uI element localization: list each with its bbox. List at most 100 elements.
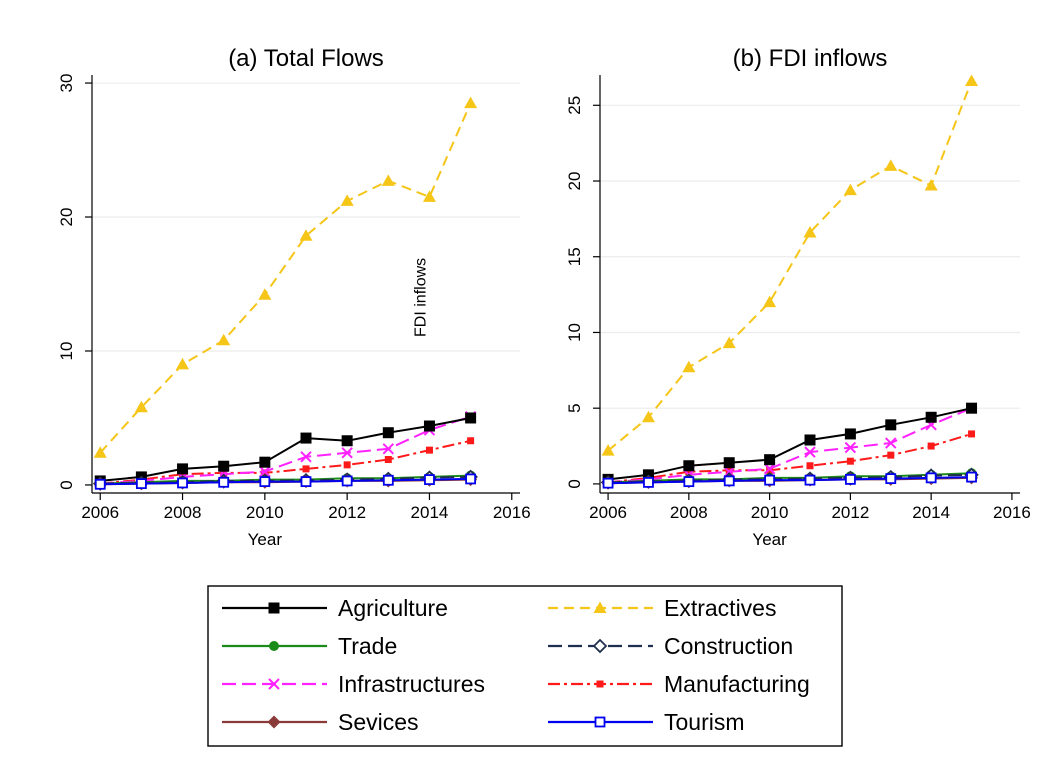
series-line-tourism [608, 476, 972, 485]
data-point-infrastructures [885, 437, 897, 449]
legend-label-sevices: Sevices [338, 709, 419, 735]
data-point-tourism [218, 476, 230, 488]
data-point-extractives [803, 226, 817, 238]
data-point-tourism [300, 476, 312, 488]
chart-panel-1: 0 10 20 30 2006 2008 2010 2012 2014 2016 (a) Total… [57, 45, 531, 549]
x-tick-label: 2008 [670, 503, 708, 522]
legend-label-agriculture: Agriculture [338, 595, 448, 621]
legend-marker-construction [592, 638, 608, 654]
x-axis-label: Year [752, 530, 787, 549]
x-tick-label: 2012 [328, 503, 366, 522]
x-tick-label: 2012 [831, 503, 869, 522]
data-point-tourism [135, 478, 147, 490]
chart-title: (b) FDI inflows [733, 45, 888, 72]
x-axis-label: Year [248, 530, 283, 549]
data-point-manufacturing [425, 446, 433, 454]
y-tick-label: 10 [565, 323, 584, 342]
series-line-infrastructures [608, 407, 972, 484]
data-point-manufacturing [846, 457, 854, 465]
data-point-agriculture [764, 454, 776, 466]
data-point-manufacturing [384, 456, 392, 464]
legend-marker-agriculture [268, 602, 280, 614]
x-tick-label: 2006 [589, 503, 627, 522]
y-tick-label: 25 [565, 96, 584, 115]
x-tick-label: 2010 [751, 503, 789, 522]
legend-label-tourism: Tourism [664, 709, 745, 735]
data-point-extractives [965, 74, 979, 87]
legend-marker-tourism [594, 716, 606, 728]
legend-marker-extractives [593, 601, 607, 613]
data-point-extractives [641, 410, 655, 423]
data-point-infrastructures [300, 451, 312, 463]
data-point-tourism [643, 476, 654, 488]
y-tick-label: 10 [57, 342, 76, 361]
y-tick-label: 20 [565, 172, 584, 191]
x-tick-label: 2014 [411, 503, 449, 522]
series-line-manufacturing [607, 432, 972, 484]
data-point-tourism [804, 474, 816, 486]
data-point-agriculture [804, 434, 816, 446]
data-point-tourism [382, 474, 394, 486]
y-tick-label: 0 [57, 480, 76, 489]
data-point-extractives [422, 190, 436, 202]
data-point-agriculture [465, 412, 477, 424]
data-point-agriculture [300, 432, 312, 444]
data-point-tourism [966, 471, 977, 483]
data-point-agriculture [218, 460, 230, 472]
x-tick-label: 2010 [246, 503, 284, 522]
data-point-agriculture [925, 411, 937, 423]
data-point-manufacturing [685, 468, 693, 476]
legend-label-trade: Trade [338, 633, 397, 659]
x-tick-label: 2006 [81, 503, 119, 522]
chart-panel-2: 0 5 10 15 20 25 2006 2008 2010 2012 2014 2016 (b) FD… [565, 45, 1031, 549]
legend-marker-infrastructures [268, 678, 280, 690]
data-point-tourism [424, 474, 435, 486]
data-point-extractives [722, 336, 736, 349]
legend-label-construction: Construction [664, 633, 793, 659]
y-tick-label: 5 [565, 403, 584, 412]
data-point-tourism [259, 476, 271, 488]
data-point-agriculture [382, 427, 394, 439]
data-point-extractives [134, 400, 148, 413]
series-line-extractives [607, 80, 973, 452]
series-line-agriculture [100, 417, 471, 482]
y-tick-label: 15 [565, 247, 584, 266]
data-point-tourism [683, 476, 695, 488]
data-point-manufacturing [887, 451, 895, 459]
data-point-infrastructures [844, 441, 857, 454]
chart-title: (a) Total Flows [228, 45, 384, 72]
legend-marker-trade [269, 641, 279, 651]
data-point-agriculture [259, 456, 271, 468]
data-point-tourism [94, 478, 106, 490]
data-point-tourism [925, 472, 937, 484]
data-point-manufacturing [766, 466, 774, 474]
legend-label-infrastructures: Infrastructures [338, 671, 485, 697]
legend-marker-sevices [267, 715, 281, 729]
data-point-manufacturing [343, 461, 351, 469]
data-point-extractives [924, 179, 938, 191]
data-point-extractives [258, 288, 272, 300]
data-point-tourism [341, 475, 353, 487]
x-tick-label: 2016 [493, 503, 531, 522]
y-tick-label: 0 [565, 479, 584, 488]
data-point-infrastructures [804, 446, 816, 458]
data-point-manufacturing [302, 465, 310, 473]
series-line-agriculture [607, 407, 972, 481]
data-point-agriculture [723, 457, 735, 469]
data-point-tourism [844, 473, 856, 485]
data-point-agriculture [844, 428, 856, 440]
data-point-extractives [763, 295, 777, 308]
data-point-tourism [602, 477, 614, 489]
data-point-agriculture [966, 402, 978, 414]
data-point-extractives [381, 174, 395, 186]
x-tick-label: 2016 [993, 503, 1031, 522]
y-tick-label: 20 [57, 208, 76, 227]
data-point-tourism [885, 473, 897, 485]
data-point-infrastructures [382, 443, 395, 455]
data-point-infrastructures [259, 465, 271, 478]
series-line-infrastructures [100, 415, 471, 485]
series-line-manufacturing [100, 439, 471, 485]
data-point-agriculture [423, 420, 435, 432]
data-point-manufacturing [968, 430, 976, 438]
data-point-agriculture [885, 419, 897, 431]
